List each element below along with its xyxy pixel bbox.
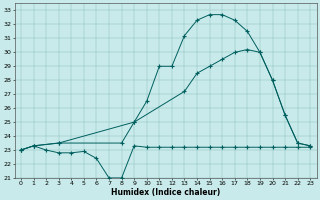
X-axis label: Humidex (Indice chaleur): Humidex (Indice chaleur) (111, 188, 220, 197)
